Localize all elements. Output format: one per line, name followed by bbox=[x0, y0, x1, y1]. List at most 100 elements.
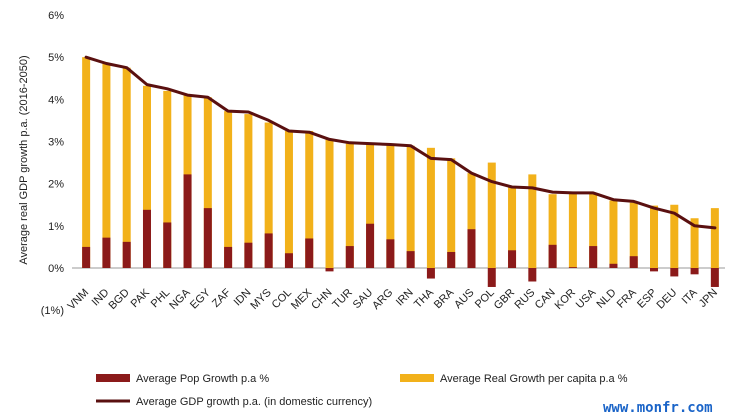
x-tick-label-chn: CHN bbox=[309, 287, 334, 312]
x-tick-label-zaf: ZAF bbox=[210, 286, 233, 309]
bar-pop-growth-nld bbox=[609, 263, 618, 268]
y-axis-label: Average real GDP growth p.a. (2016-2050) bbox=[18, 55, 30, 264]
bar-pop-growth-ita bbox=[690, 268, 699, 275]
x-tick-label-jpn: JPN bbox=[697, 287, 720, 310]
x-tick-label-can: CAN bbox=[533, 287, 558, 312]
y-tick-label: (1%) bbox=[41, 305, 64, 317]
bar-pop-growth-aus bbox=[467, 229, 476, 268]
bar-pop-growth-mys bbox=[264, 233, 273, 268]
bar-pop-growth-pol bbox=[487, 268, 496, 287]
x-tick-label-col: COL bbox=[270, 287, 294, 311]
bar-pop-growth-irn bbox=[406, 251, 415, 268]
bar-pop-growth-mex bbox=[305, 238, 314, 268]
x-tick-label-mex: MEX bbox=[289, 286, 315, 312]
bar-pop-growth-zaf bbox=[224, 246, 233, 268]
y-tick-label: 4% bbox=[48, 94, 64, 106]
bar-per-capita-arg bbox=[386, 144, 395, 268]
bar-pop-growth-idn bbox=[244, 242, 253, 268]
bar-per-capita-vnm bbox=[82, 57, 91, 268]
y-tick-label: 2% bbox=[48, 179, 64, 191]
bar-pop-growth-gbr bbox=[508, 250, 517, 268]
bar-per-capita-gbr bbox=[508, 187, 517, 268]
bar-pop-growth-kor bbox=[568, 267, 577, 268]
x-tick-label-usa: USA bbox=[574, 286, 599, 311]
bar-per-capita-bra bbox=[447, 158, 456, 268]
bar-pop-growth-nga bbox=[183, 174, 192, 268]
bar-pop-growth-arg bbox=[386, 239, 395, 268]
bar-per-capita-irn bbox=[406, 145, 415, 268]
x-tick-label-kor: KOR bbox=[553, 287, 578, 312]
y-tick-label: 0% bbox=[48, 263, 64, 275]
x-tick-label-arg: ARG bbox=[370, 287, 395, 312]
x-tick-label-bra: BRA bbox=[432, 286, 457, 311]
bar-pop-growth-rus bbox=[528, 268, 537, 282]
bar-pop-growth-deu bbox=[670, 268, 679, 277]
bar-per-capita-ind bbox=[102, 63, 111, 268]
bar-pop-growth-bgd bbox=[122, 241, 131, 268]
bar-per-capita-pol bbox=[487, 162, 496, 268]
x-tick-label-phl: PHL bbox=[149, 287, 173, 311]
bar-per-capita-aus bbox=[467, 173, 476, 268]
bar-pop-growth-bra bbox=[447, 251, 456, 268]
y-axis: 6% 5% 4% 3% 2% 1% 0% (1%) bbox=[41, 10, 725, 317]
bar-per-capita-mys bbox=[264, 122, 273, 269]
bar-pop-growth-egy bbox=[203, 208, 212, 268]
bar-per-capita-mex bbox=[305, 130, 314, 268]
x-tick-label-tur: TUR bbox=[330, 287, 355, 312]
bar-per-capita-idn bbox=[244, 114, 253, 268]
bar-per-capita-pak bbox=[142, 85, 151, 268]
legend-swatch-pop-growth bbox=[96, 374, 130, 382]
bar-per-capita-kor bbox=[568, 192, 577, 268]
bar-per-capita-egy bbox=[203, 97, 212, 268]
bar-pop-growth-can bbox=[548, 244, 557, 268]
bar-pop-growth-sau bbox=[366, 223, 375, 268]
bar-per-capita-nld bbox=[609, 200, 618, 268]
y-tick-label: 6% bbox=[48, 10, 64, 22]
bar-per-capita-tur bbox=[345, 143, 354, 268]
bar-per-capita-chn bbox=[325, 139, 334, 268]
x-tick-label-sau: SAU bbox=[351, 287, 376, 312]
y-tick-label: 1% bbox=[48, 221, 64, 233]
bar-pop-growth-col bbox=[284, 253, 293, 268]
gdp-growth-line bbox=[84, 55, 717, 230]
x-tick-label-egy: EGY bbox=[188, 286, 213, 311]
bar-per-capita-col bbox=[284, 130, 293, 268]
bar-per-capita-deu bbox=[670, 204, 679, 268]
bar-per-capita-bgd bbox=[122, 67, 131, 268]
bar-per-capita-jpn bbox=[710, 208, 719, 268]
bar-pop-growth-tha bbox=[426, 268, 435, 279]
x-tick-label-aus: AUS bbox=[452, 287, 476, 311]
bar-per-capita-sau bbox=[366, 143, 375, 268]
bars bbox=[82, 57, 719, 287]
x-axis: VNMINDBGDPAKPHLNGAEGYZAFIDNMYSCOLMEXCHNT… bbox=[65, 286, 720, 312]
bar-pop-growth-phl bbox=[163, 222, 172, 268]
x-tick-label-irn: IRN bbox=[394, 287, 416, 309]
bar-per-capita-tha bbox=[426, 147, 435, 268]
bar-per-capita-can bbox=[548, 194, 557, 268]
x-tick-label-pol: POL bbox=[473, 287, 497, 311]
legend-label-per-capita: Average Real Growth per capita p.a % bbox=[440, 373, 628, 385]
x-tick-label-gbr: GBR bbox=[492, 287, 517, 312]
bar-pop-growth-ind bbox=[102, 237, 111, 268]
bar-per-capita-phl bbox=[163, 90, 172, 269]
x-tick-label-nga: NGA bbox=[167, 286, 193, 312]
gdp-line-layer bbox=[84, 55, 717, 230]
bar-pop-growth-pak bbox=[142, 209, 151, 268]
y-tick-label: 5% bbox=[48, 52, 64, 64]
x-tick-label-pak: PAK bbox=[129, 286, 153, 310]
bar-pop-growth-fra bbox=[629, 256, 638, 268]
bar-per-capita-zaf bbox=[224, 111, 233, 268]
x-tick-label-tha: THA bbox=[412, 286, 437, 311]
x-tick-label-deu: DEU bbox=[655, 287, 680, 312]
bar-per-capita-rus bbox=[528, 174, 537, 268]
x-tick-label-nld: NLD bbox=[595, 287, 619, 311]
y-tick-label: 3% bbox=[48, 137, 64, 149]
x-tick-label-fra: FRA bbox=[615, 286, 640, 311]
x-tick-label-mys: MYS bbox=[248, 287, 273, 312]
x-tick-label-ita: ITA bbox=[680, 286, 700, 306]
bar-per-capita-usa bbox=[589, 192, 598, 268]
bar-pop-growth-usa bbox=[589, 246, 598, 268]
bar-per-capita-ita bbox=[690, 218, 699, 268]
legend: Average Pop Growth p.a % Average Real Gr… bbox=[96, 373, 628, 408]
